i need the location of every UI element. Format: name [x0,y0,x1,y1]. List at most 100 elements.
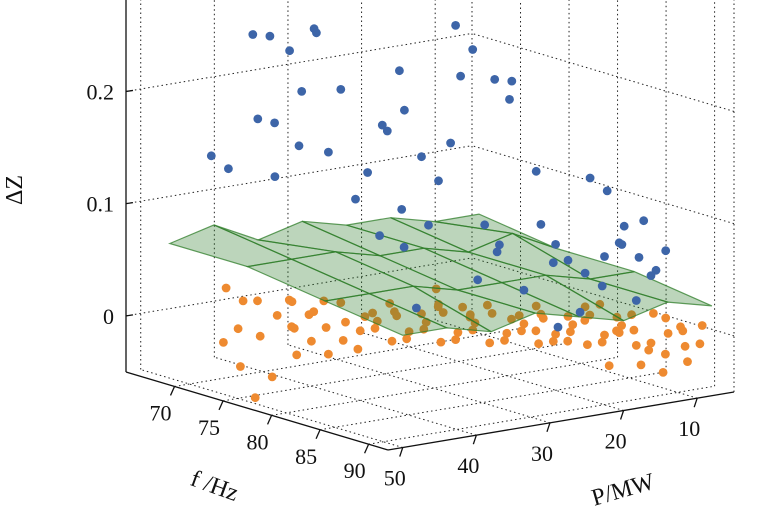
y-axis-line [125,371,389,451]
upper-point [468,45,478,54]
lower-point [402,334,412,344]
lower-point [324,349,333,359]
lower-point [531,301,541,311]
grid-line [222,342,570,402]
upper-point [551,240,560,249]
upper-point [456,71,465,81]
upper-point [312,28,321,38]
lower-point [485,338,495,348]
upper-point [519,285,529,295]
grid-line [435,319,698,399]
upper-point [363,168,372,177]
upper-point [434,176,443,186]
lower-point [661,313,671,323]
upper-point [265,31,275,41]
upper-point [224,164,233,174]
lower-point [551,329,560,339]
grid-line [140,369,403,449]
upper-point [495,240,504,250]
lower-point [392,311,402,321]
upper-point [270,172,280,182]
upper-point [639,216,649,226]
grid-line [287,344,551,424]
grid-lines [125,0,735,449]
lower-point [531,326,541,336]
lower-point [304,310,314,319]
upper-point [617,240,627,249]
upper-point [324,147,333,157]
z-tick-mark [125,314,134,317]
upper-point [351,194,360,204]
z-axis-label: ΔZ [2,175,28,205]
grid-line [471,145,735,225]
x-axis-label: P/MW [589,469,658,512]
lower-point [566,327,575,337]
upper-point [446,138,455,148]
y-tick-label: 90 [344,458,366,483]
lower-point [233,324,243,334]
lower-point [236,362,245,371]
lower-point [663,329,673,338]
lower-point [238,296,248,306]
lower-point [595,299,605,309]
upper-point [375,231,384,241]
z-tick-label: 0.2 [87,79,115,104]
lower-point [680,341,690,351]
lower-point [465,312,475,322]
x-tick-mark [472,434,477,445]
lower-point [658,368,668,377]
lower-point [338,336,348,345]
upper-point [336,85,346,94]
lower-point [683,357,692,366]
surface-patch [589,270,713,307]
upper-point [585,173,595,183]
upper-point [490,75,500,84]
y-tick-label: 75 [198,415,220,440]
grid-line [271,356,618,416]
upper-point [531,166,541,176]
lower-point [451,335,460,344]
upper-point [600,252,609,261]
lower-point [307,336,316,346]
lower-point [255,331,265,341]
x-tick-label: 10 [678,416,700,441]
x-tick-label: 50 [384,466,406,491]
upper-point [412,303,421,313]
x-tick-mark [546,422,551,433]
axes-frame [125,0,735,457]
lower-point [636,360,646,370]
lower-point [287,297,297,307]
lower-point [458,302,467,312]
y-tick-mark [218,400,224,411]
lower-point [517,326,526,336]
lower-point [500,336,509,345]
lower-point [661,349,670,359]
y-tick-label: 80 [247,429,269,454]
lower-point-series [219,283,707,403]
upper-point [634,253,644,262]
grid-line [319,371,667,431]
lower-point [453,328,463,337]
y-tick-mark [363,443,370,454]
lower-point [431,284,441,294]
lower-point [353,344,363,354]
lower-point [272,311,282,320]
upper-point [492,247,502,257]
upper-point [507,76,517,86]
upper-point [399,242,409,252]
upper-point [417,152,426,162]
grid-line [368,385,715,445]
x-axis-line [387,391,735,451]
lower-point [548,336,558,346]
lower-point [433,302,443,312]
lower-point [387,336,397,346]
y-tick-mark [169,386,176,396]
y-tick-label: 70 [150,400,172,425]
y-tick-mark [315,429,321,440]
upper-point [294,141,304,151]
upper-point [553,322,563,332]
upper-point [206,151,216,161]
lower-point [614,328,624,337]
x-tick-mark [399,447,404,457]
lower-point [697,321,707,330]
